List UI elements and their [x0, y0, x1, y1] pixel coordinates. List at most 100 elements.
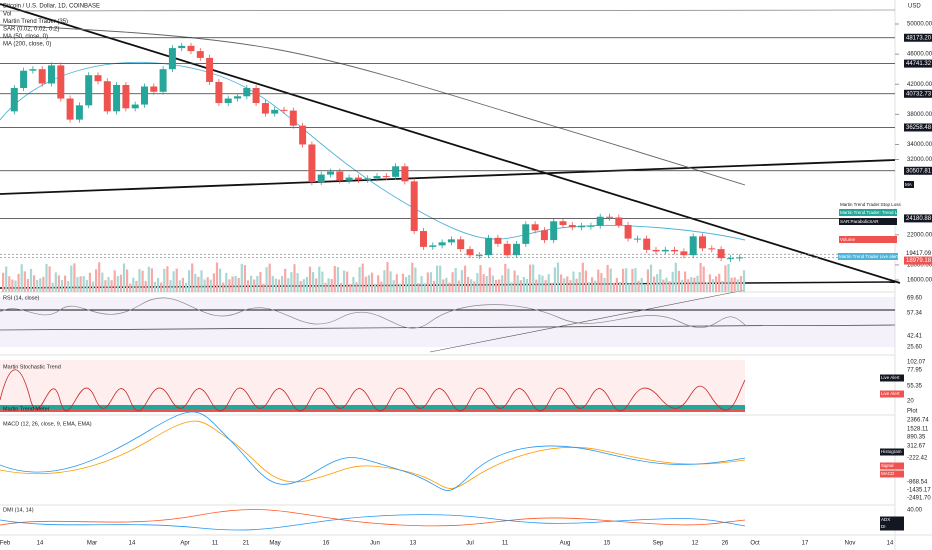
volume-bar	[448, 282, 451, 292]
volume-bar	[240, 263, 243, 292]
candle-body	[708, 248, 716, 250]
volume-bar	[637, 280, 640, 292]
candle-body	[327, 171, 334, 175]
volume-bar	[324, 282, 327, 292]
volume-bar	[420, 276, 423, 292]
candle-body	[438, 242, 446, 246]
level-tag	[904, 123, 932, 132]
volume-bar	[730, 277, 733, 292]
volume-bar	[191, 263, 194, 292]
volume-bar	[708, 274, 711, 292]
volume-bar	[104, 280, 107, 292]
candle-body	[661, 249, 669, 252]
volume-bar	[352, 276, 355, 292]
volume-bar	[138, 268, 141, 292]
volume-bar	[287, 278, 290, 292]
pane-label: 20	[907, 399, 914, 405]
candle-body	[717, 249, 725, 259]
volume-bar	[67, 281, 70, 292]
x-tick-label: Jul	[466, 541, 474, 547]
volume-bar	[2, 272, 5, 292]
x-tick-label: Jun	[370, 541, 380, 547]
volume-bar	[594, 280, 597, 292]
volume-bar	[736, 279, 739, 292]
volume-bar	[532, 264, 535, 292]
volume-bar	[460, 270, 463, 292]
candle-body	[503, 243, 511, 256]
candle-body	[364, 178, 372, 180]
volume-bar	[494, 279, 498, 292]
candle-body	[113, 84, 121, 112]
right-tag-label: Martin Trend Trader Live alert	[839, 254, 899, 259]
volume-bar	[451, 272, 454, 292]
volume-bar	[147, 266, 150, 292]
volume-bar	[23, 271, 26, 292]
candle-body	[103, 81, 111, 112]
stoch-line	[0, 369, 746, 412]
volume-bar	[671, 271, 674, 292]
y-tick-label: 16000.00	[907, 278, 932, 284]
candle-body	[726, 258, 734, 260]
volume-bar	[163, 268, 166, 292]
volume-bar	[20, 264, 23, 292]
volume-bar	[436, 265, 439, 292]
level-label: 40732.73	[906, 91, 932, 97]
volume-bar	[17, 273, 20, 292]
volume-bar	[677, 270, 680, 292]
candle-body	[20, 70, 28, 88]
candle-body	[466, 249, 474, 256]
volume-bar	[91, 281, 95, 292]
candle-body	[633, 238, 641, 240]
candle-body	[624, 225, 632, 239]
volume-bar	[680, 279, 684, 292]
level-label: 24180.88	[906, 216, 932, 222]
volume-bar	[253, 279, 256, 292]
volume-bar	[668, 281, 671, 292]
volume-bar	[150, 268, 153, 292]
pane-title: MACD (12, 26, close, 9, EMA, EMA)	[3, 421, 92, 427]
pane-tag	[880, 462, 904, 470]
x-tick-label: Sep	[653, 541, 664, 547]
volume-bar	[14, 280, 17, 292]
volume-bar	[246, 280, 250, 292]
volume-bar	[119, 274, 122, 292]
volume-bar	[231, 276, 234, 292]
candle-body	[168, 48, 176, 70]
volume-bar	[237, 277, 240, 292]
volume-bar	[98, 262, 101, 292]
volume-bar	[656, 274, 659, 292]
volume-bar	[308, 266, 312, 292]
candle-body	[196, 51, 204, 58]
volume-bar	[473, 281, 476, 292]
volume-bar	[222, 282, 225, 292]
volume-bar	[271, 275, 274, 292]
volume-bar	[649, 264, 653, 292]
volume-bar	[11, 279, 14, 292]
pane-label: MACD	[881, 471, 895, 476]
volume-bar	[625, 268, 628, 292]
volume-bar	[5, 266, 8, 292]
chart-title: Bitcoin / U.S. Dollar, 1D, COINBASE	[3, 4, 100, 10]
volume-bar	[578, 272, 581, 292]
pane-label: Live Alert	[881, 391, 900, 396]
x-tick-label: 12	[692, 541, 699, 547]
candle-body	[615, 217, 623, 226]
volume-bar	[64, 275, 67, 292]
macd-line	[0, 411, 746, 491]
volume-bar	[501, 275, 504, 292]
volume-bar	[628, 283, 631, 292]
volume-bar	[569, 280, 572, 292]
volume-bar	[82, 276, 85, 292]
candle-body	[94, 75, 102, 82]
candle-body	[680, 251, 688, 256]
volume-bar	[219, 268, 222, 292]
volume-bar	[26, 278, 29, 292]
volume-bar	[184, 282, 188, 292]
pane-title: Martin Stochastic Trend	[3, 364, 61, 370]
candle-body	[429, 245, 437, 247]
volume-bar	[597, 269, 600, 292]
volume-bar	[321, 271, 324, 292]
pane-label: 312.67	[907, 444, 926, 450]
level-tag	[904, 33, 932, 42]
pane-label: -868.54	[907, 480, 928, 486]
